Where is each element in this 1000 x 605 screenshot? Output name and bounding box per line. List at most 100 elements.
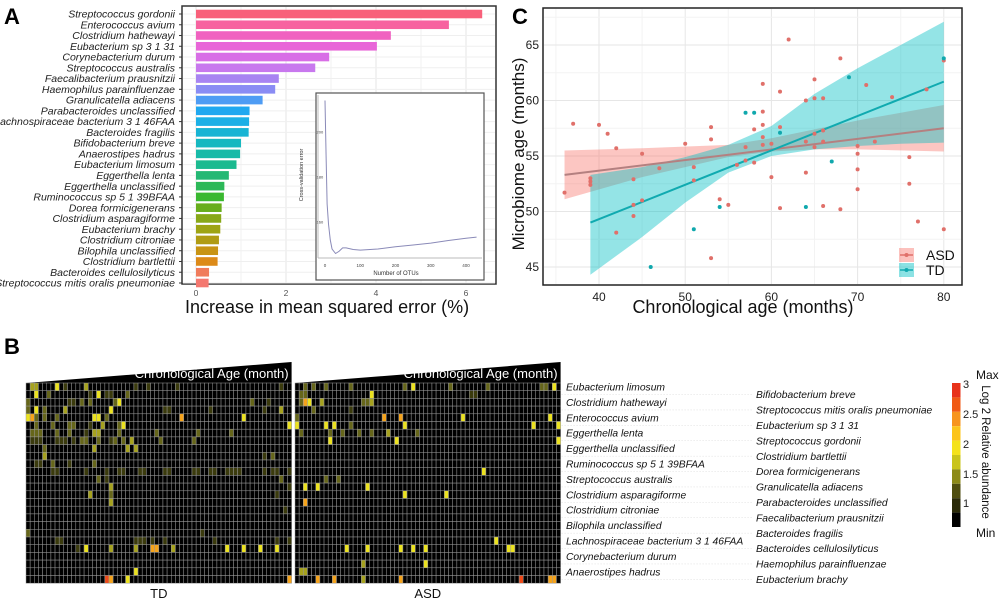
- heatmap-cell: [50, 521, 56, 530]
- heatmap-cell: [166, 505, 172, 515]
- heatmap-cell: [357, 513, 362, 522]
- heatmap-cell: [50, 536, 56, 545]
- bar-label: Anaerostipes hadrus: [78, 148, 176, 160]
- heatmap-cell: [50, 505, 56, 515]
- heatmap-cell: [46, 498, 52, 507]
- heatmap-cell: [506, 498, 512, 507]
- heatmap-cell: [489, 490, 495, 499]
- heatmap-cell: [220, 575, 226, 584]
- heatmap-cell: [481, 398, 487, 407]
- heatmap-cell: [154, 475, 160, 484]
- heatmap-cell: [224, 559, 230, 569]
- heatmap-cell: [175, 505, 180, 515]
- heatmap-cell: [38, 382, 43, 391]
- heatmap-cell: [241, 467, 247, 476]
- heatmap-cell: [71, 444, 77, 453]
- heatmap-cell: [415, 552, 420, 561]
- heatmap-cell: [518, 567, 524, 576]
- heatmap-cell: [83, 452, 89, 461]
- heatmap-cell: [249, 552, 255, 561]
- heatmap-cell: [46, 436, 52, 445]
- heatmap-cell: [543, 467, 549, 476]
- heatmap-cell: [233, 428, 238, 438]
- heatmap-cell: [469, 398, 474, 407]
- heatmap-cell: [410, 382, 416, 391]
- heatmap-cell: [258, 467, 263, 476]
- heatmap-cell: [481, 452, 487, 461]
- heatmap-cell: [88, 559, 93, 569]
- heatmap-cell: [323, 452, 329, 461]
- heatmap-cell: [386, 490, 391, 499]
- heatmap-cell: [208, 459, 214, 468]
- heatmap-cell: [245, 575, 251, 584]
- heatmap-cell: [200, 567, 205, 576]
- heatmap-cell: [431, 459, 437, 468]
- heatmap-cell: [456, 567, 462, 576]
- heatmap-cell: [166, 398, 172, 407]
- heatmap-cell: [187, 398, 193, 407]
- heatmap-cell: [129, 552, 135, 561]
- heatmap-cell: [460, 467, 466, 476]
- heatmap-cell: [440, 529, 445, 538]
- heatmap-cell: [552, 552, 557, 561]
- panel-label-a: A: [4, 4, 20, 29]
- heatmap-cell: [191, 405, 197, 415]
- heatmap-cell: [531, 475, 536, 484]
- heatmap-cell: [108, 513, 114, 522]
- heatmap-cell: [498, 559, 503, 569]
- heatmap-header: Chronological Age (month): [404, 366, 558, 381]
- heatmap-cell: [200, 482, 205, 492]
- heatmap-cell: [249, 544, 255, 553]
- heatmap-cell: [88, 421, 93, 430]
- heatmap-cell: [133, 498, 139, 507]
- heatmap-cell: [283, 521, 288, 530]
- heatmap-cell: [150, 544, 155, 553]
- heatmap-cell: [245, 552, 251, 561]
- heatmap-cell: [298, 475, 304, 484]
- point-asd: [778, 125, 783, 130]
- heatmap-cell: [547, 575, 553, 584]
- heatmap-cell: [531, 567, 536, 576]
- heatmap-cell: [117, 475, 122, 484]
- heatmap-cell: [29, 559, 35, 569]
- heatmap-cell: [258, 536, 263, 545]
- heatmap-cell: [63, 575, 68, 584]
- heatmap-cell: [171, 559, 176, 569]
- heatmap-cell: [460, 444, 466, 453]
- heatmap-cell: [129, 452, 135, 461]
- heatmap-cell: [348, 467, 354, 476]
- heatmap-cell: [427, 413, 433, 422]
- heatmap-cell: [92, 498, 97, 507]
- heatmap-cell: [464, 544, 470, 553]
- heatmap-cell: [543, 421, 549, 430]
- heatmap-cell: [63, 498, 68, 507]
- heatmap-cell: [506, 444, 512, 453]
- heatmap-cell: [83, 552, 89, 561]
- heatmap-cell: [63, 482, 68, 492]
- heatmap-cell: [171, 436, 176, 445]
- heatmap-cell: [104, 544, 110, 553]
- heatmap-cell: [444, 482, 449, 492]
- heatmap-cell: [456, 490, 462, 499]
- heatmap-cell: [175, 513, 180, 522]
- heatmap-cell: [506, 382, 512, 391]
- heatmap-cell: [319, 521, 325, 530]
- heatmap-cell: [311, 398, 317, 407]
- heatmap-cell: [287, 382, 292, 391]
- heatmap-cell: [92, 536, 97, 545]
- heatmap-cell: [406, 390, 412, 399]
- heatmap-cell: [171, 490, 176, 499]
- heatmap-cell: [237, 428, 243, 438]
- heatmap-cell: [373, 382, 379, 391]
- heatmap-cell: [38, 536, 43, 545]
- heatmap-cell: [481, 505, 487, 515]
- heatmap-cell: [133, 405, 139, 415]
- heatmap-cell: [352, 398, 358, 407]
- heatmap-cell: [141, 421, 147, 430]
- point-asd: [769, 141, 774, 146]
- heatmap-cell: [270, 482, 276, 492]
- heatmap-cell: [361, 428, 366, 438]
- heatmap-cell: [477, 405, 483, 415]
- heatmap-cell: [531, 390, 536, 399]
- heatmap-cell: [398, 559, 404, 569]
